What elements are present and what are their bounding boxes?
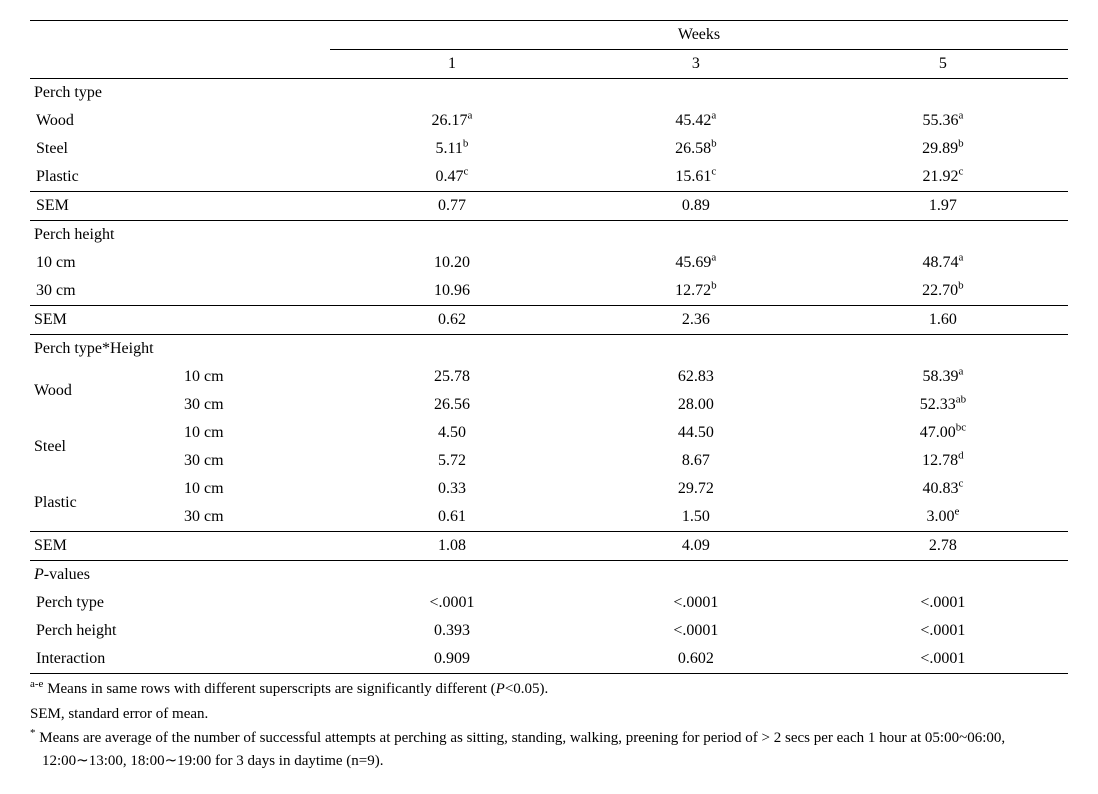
table-row: Plastic 10 cm 0.33 29.72 40.83c [30,475,1068,503]
footnote-superscripts: a-e Means in same rows with different su… [30,678,1068,701]
table-row: Plastic 0.47c 15.61c 21.92c [30,163,1068,192]
table-row: 30 cm 5.72 8.67 12.78d [30,447,1068,475]
section-interaction: Perch type*Height [30,335,330,364]
table-row: Interaction 0.909 0.602 <.0001 [30,645,1068,674]
table-row: Perch type <.0001 <.0001 <.0001 [30,589,1068,617]
table-row: Steel 10 cm 4.50 44.50 47.00bc [30,419,1068,447]
table-row: 30 cm 0.61 1.50 3.00e [30,503,1068,532]
table-row: Steel 5.11b 26.58b 29.89b [30,135,1068,163]
table-row: Wood 10 cm 25.78 62.83 58.39a [30,363,1068,391]
footnote-means: * Means are average of the number of suc… [30,727,1068,772]
section-pvalues: P-values [30,561,330,590]
data-table: Weeks 1 3 5 Perch type Wood 26.17a 45.42… [30,20,1068,674]
footnotes: a-e Means in same rows with different su… [30,678,1068,772]
section-perch-type: Perch type [30,79,330,108]
sem-row: SEM 1.08 4.09 2.78 [30,532,1068,561]
week-col-3: 3 [574,50,818,79]
sem-row: SEM 0.77 0.89 1.97 [30,192,1068,221]
table-row: 30 cm 26.56 28.00 52.33ab [30,391,1068,419]
footnote-sem: SEM, standard error of mean. [30,703,1068,726]
week-col-1: 1 [330,50,574,79]
sem-row: SEM 0.62 2.36 1.60 [30,306,1068,335]
table-row: 10 cm 10.20 45.69a 48.74a [30,249,1068,277]
table-row: Wood 26.17a 45.42a 55.36a [30,107,1068,135]
table-row: 30 cm 10.96 12.72b 22.70b [30,277,1068,306]
table-row: Perch height 0.393 <.0001 <.0001 [30,617,1068,645]
weeks-header: Weeks [330,21,1068,50]
week-col-5: 5 [818,50,1068,79]
section-perch-height: Perch height [30,221,330,250]
